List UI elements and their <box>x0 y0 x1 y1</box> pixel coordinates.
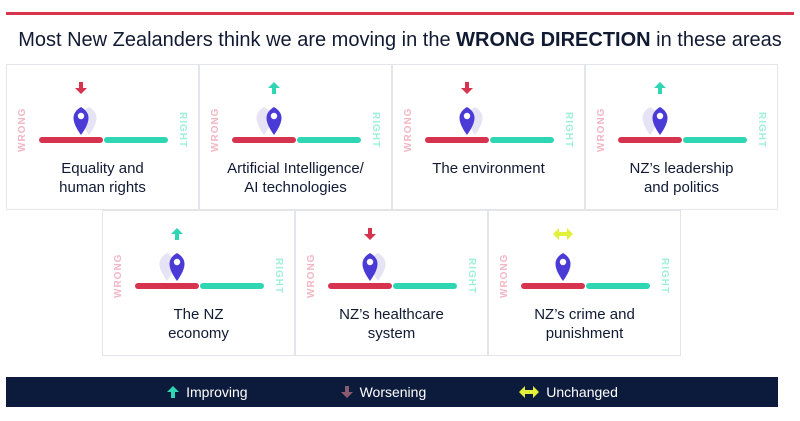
right-axis-label: RIGHT <box>659 257 670 295</box>
double-arrow-icon <box>553 228 573 240</box>
legend-unchanged-label: Unchanged <box>546 384 618 400</box>
pin-dot <box>270 112 278 120</box>
double-arrow-icon <box>519 386 540 398</box>
area-label: NZ’s healthcare system <box>339 306 444 342</box>
area-card: WRONG RIGHT NZ’s crime and punishment <box>488 210 681 356</box>
arrow-down-icon <box>461 82 473 94</box>
direction-scale <box>328 228 457 289</box>
right-bar <box>200 283 264 289</box>
wrong-bar <box>135 283 199 289</box>
title-prefix: Most New Zealanders think we are moving … <box>18 29 457 51</box>
right-axis-label: RIGHT <box>177 111 188 149</box>
right-axis-label: RIGHT <box>273 257 284 295</box>
direction-scale <box>618 82 747 143</box>
map-pin-icon <box>555 253 571 281</box>
area-label: The environment <box>432 160 545 177</box>
map-pin-icon <box>459 107 475 135</box>
area-label: The NZ economy <box>168 306 229 342</box>
pin-dot <box>559 258 567 266</box>
title-suffix: in these areas <box>650 29 782 51</box>
map-pin-icon <box>169 253 185 281</box>
wrong-bar <box>232 137 296 143</box>
right-axis-label: RIGHT <box>466 257 477 295</box>
right-axis-label: RIGHT <box>563 111 574 149</box>
arrow-down-icon <box>340 386 353 398</box>
right-bar <box>104 137 168 143</box>
direction-scale <box>425 82 554 143</box>
area-label: NZ’s crime and punishment <box>534 306 635 342</box>
pin-dot <box>656 112 664 120</box>
right-bar <box>683 137 747 143</box>
arrow-down-icon <box>75 82 87 94</box>
legend-worsening: Worsening <box>340 384 427 400</box>
area-card: WRONG RIGHT Artificial Intelligence/AI tec… <box>199 64 392 210</box>
map-pin-icon <box>362 253 378 281</box>
pin-dot <box>173 258 181 266</box>
wrong-bar <box>425 137 489 143</box>
legend-worsening-label: Worsening <box>359 384 427 400</box>
direction-scale <box>232 82 361 143</box>
arrow-up-icon <box>654 82 666 94</box>
direction-scale <box>39 82 168 143</box>
title-emphasis: WRONG DIRECTION <box>456 29 651 51</box>
wrong-bar <box>618 137 682 143</box>
area-label: Artificial Intelligence/AI technologies <box>227 160 364 196</box>
wrong-bar <box>328 283 392 289</box>
map-pin-icon <box>73 107 89 135</box>
arrow-up-icon <box>167 386 180 398</box>
area-card: WRONG RIGHT The environment <box>392 64 585 210</box>
map-pin-icon <box>266 107 282 135</box>
right-bar <box>586 283 650 289</box>
arrow-up-icon <box>171 228 183 240</box>
legend-improving: Improving <box>166 384 248 400</box>
area-card: WRONG RIGHT NZ’s healthcare system <box>295 210 488 356</box>
pin-dot <box>366 258 374 266</box>
arrow-down-icon <box>364 228 376 240</box>
legend-improving-label: Improving <box>186 384 248 400</box>
right-bar <box>297 137 361 143</box>
legend: Improving Worsening Unchanged <box>6 377 778 407</box>
pin-dot <box>463 112 471 120</box>
area-card: WRONG RIGHT Equality and human rights <box>6 64 199 210</box>
area-card: WRONG RIGHT NZ’s leadership and politics <box>585 64 778 210</box>
pin-dot <box>77 112 85 120</box>
right-axis-label: RIGHT <box>370 111 381 149</box>
map-pin-icon <box>652 107 668 135</box>
area-label: Equality and human rights <box>59 160 146 196</box>
direction-scale <box>521 228 650 289</box>
direction-scale <box>135 228 264 289</box>
area-label: NZ’s leadership and politics <box>629 160 734 196</box>
wrong-bar <box>521 283 585 289</box>
right-bar <box>490 137 554 143</box>
right-axis-label: RIGHT <box>756 111 767 149</box>
legend-unchanged: Unchanged <box>518 384 618 400</box>
wrong-bar <box>39 137 103 143</box>
area-card: WRONG RIGHT The NZ economy <box>102 210 295 356</box>
page-title: Most New Zealanders think we are moving … <box>0 29 800 52</box>
right-bar <box>393 283 457 289</box>
arrow-up-icon <box>268 82 280 94</box>
top-accent-line <box>6 12 794 15</box>
